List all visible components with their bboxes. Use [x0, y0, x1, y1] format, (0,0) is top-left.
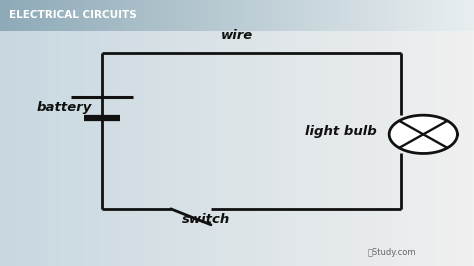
Text: ELECTRICAL CIRCUITS: ELECTRICAL CIRCUITS [9, 10, 137, 20]
Text: light bulb: light bulb [305, 125, 377, 138]
Text: switch: switch [182, 213, 230, 226]
Text: ⓄStudy.com: ⓄStudy.com [367, 248, 416, 257]
Text: wire: wire [221, 30, 253, 42]
Text: battery: battery [36, 101, 91, 114]
Polygon shape [389, 115, 457, 153]
